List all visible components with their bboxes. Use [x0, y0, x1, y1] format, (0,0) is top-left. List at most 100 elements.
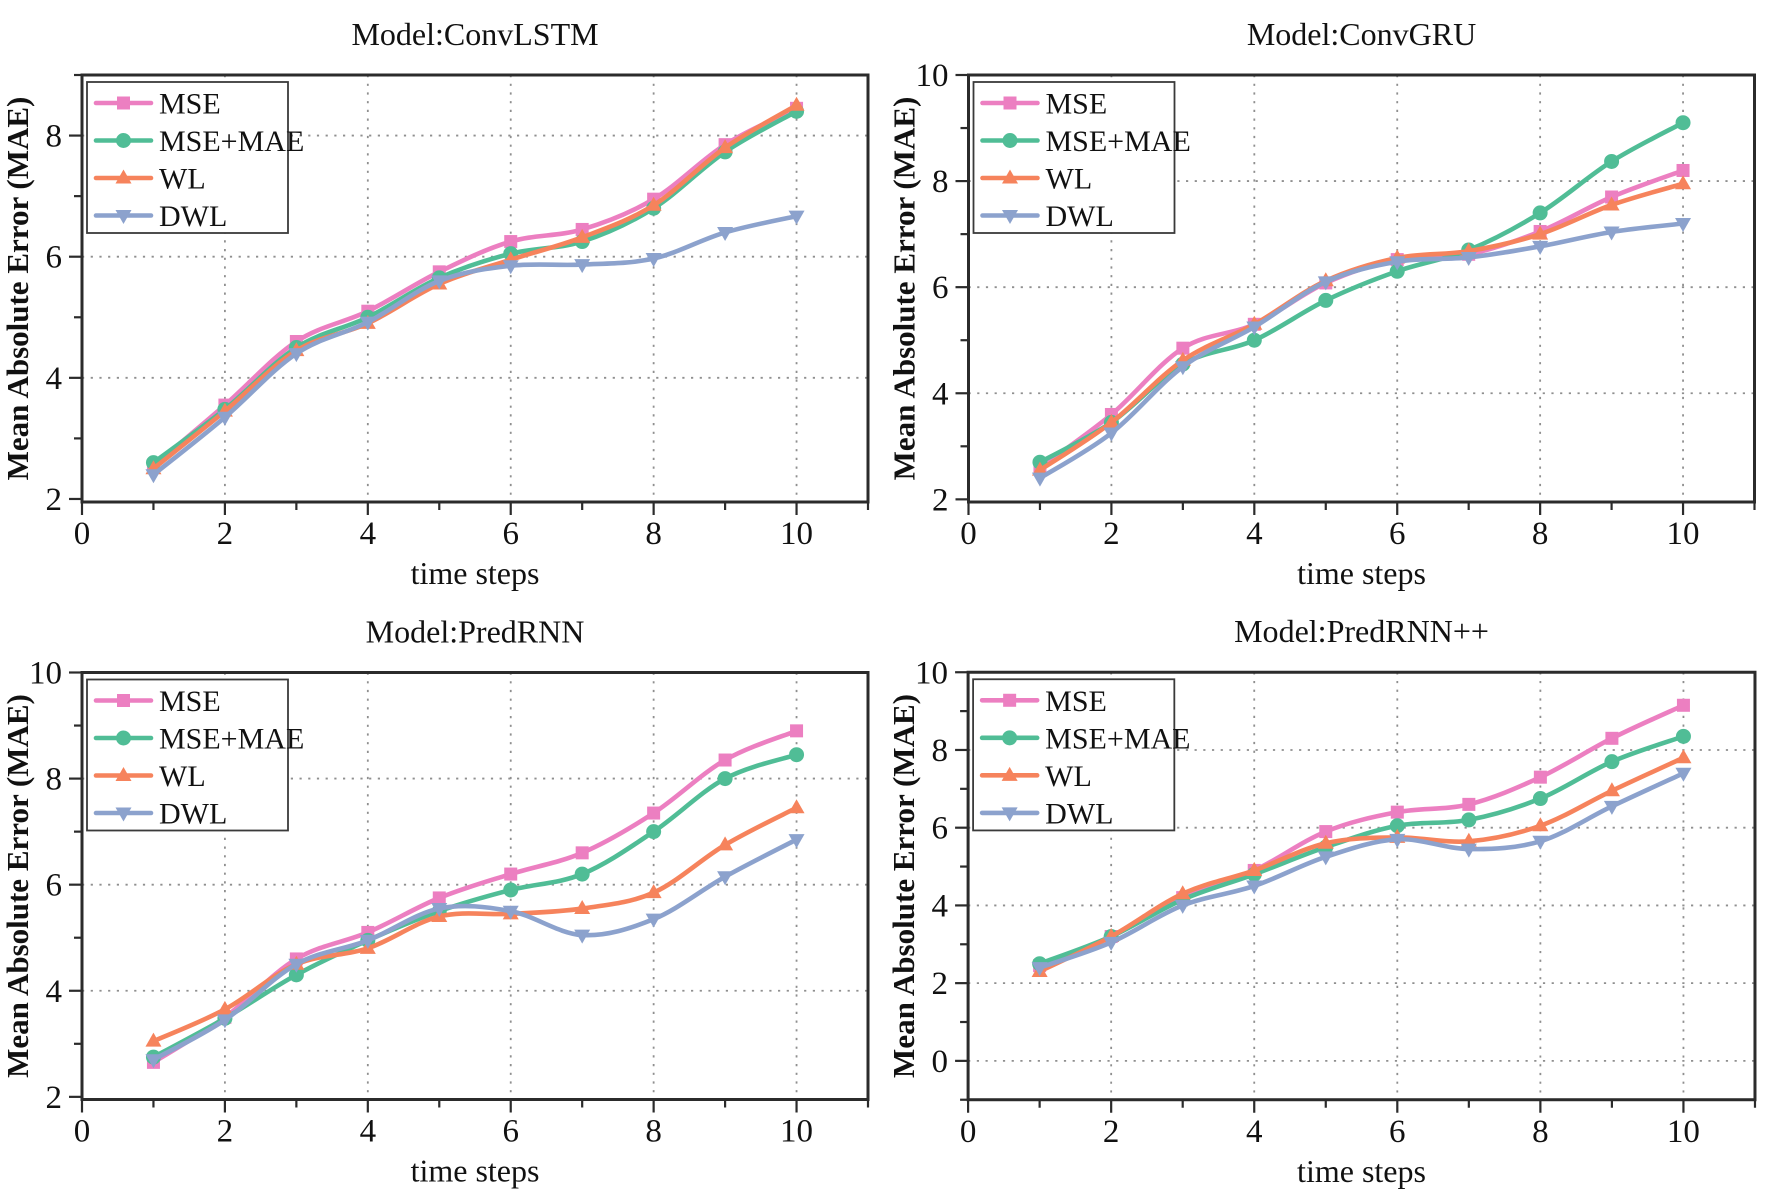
square-marker: [790, 724, 804, 738]
triangle-up-marker: [1317, 834, 1334, 849]
y-tick-label: 4: [932, 888, 949, 924]
triangle-down-marker: [502, 260, 519, 275]
legend-square-marker: [117, 96, 130, 110]
y-tick-label: 6: [46, 868, 63, 904]
axis-ticks: [955, 73, 1756, 515]
legend-label: WL: [1045, 760, 1092, 793]
x-tick-label: 4: [360, 1114, 377, 1150]
circle-marker: [1532, 205, 1548, 221]
triangle-up-marker: [1031, 461, 1048, 476]
square-marker: [1462, 797, 1476, 811]
triangle-up-marker: [1174, 885, 1191, 900]
circle-marker: [1246, 332, 1262, 348]
triangle-down-marker: [1389, 256, 1406, 271]
triangle-down-marker: [431, 275, 448, 290]
y-tick-label: 2: [46, 1080, 63, 1116]
triangle-down-marker: [1603, 800, 1620, 815]
triangle-down-marker: [359, 316, 376, 331]
y-axis-label: Mean Absolute Error (MAE): [0, 694, 35, 1078]
triangle-down-marker: [1460, 251, 1477, 266]
plot-frame: [967, 73, 1756, 504]
y-tick-label: 10: [915, 655, 948, 691]
triangle-up-marker: [1603, 782, 1620, 797]
square-marker: [432, 891, 446, 905]
triangle-down-marker: [216, 1014, 233, 1029]
legend-label: MSE+MAE: [1046, 125, 1191, 158]
triangle-down-marker: [788, 210, 805, 225]
legend-label: MSE: [1045, 685, 1107, 718]
x-tick-label: 0: [960, 1114, 977, 1150]
x-tick-label: 4: [360, 516, 377, 552]
triangle-down-marker: [1103, 936, 1120, 951]
x-axis-label: time steps: [411, 1153, 540, 1189]
series-line-MSE+MAE: [1037, 734, 1686, 967]
triangle-up-marker: [1675, 749, 1692, 764]
legend-label: MSE+MAE: [159, 125, 304, 158]
legend-label: MSE: [159, 685, 221, 718]
series-line-MSE+MAE: [151, 752, 799, 1060]
x-tick-label: 6: [502, 1114, 519, 1150]
triangle-down-marker: [788, 834, 805, 849]
x-tick-label: 2: [217, 516, 234, 552]
triangle-down-marker: [1317, 851, 1334, 866]
chart-title: Model:PredRNN: [366, 614, 585, 650]
legend-square-marker: [1003, 693, 1017, 707]
triangle-up-marker: [1532, 817, 1549, 832]
circle-marker: [646, 824, 662, 840]
series-line-DWL: [151, 837, 799, 1063]
triangle-down-marker: [574, 929, 591, 944]
triangle-down-marker: [1532, 835, 1549, 850]
x-axis-label: time steps: [1297, 555, 1426, 591]
x-tick-label: 2: [1103, 1114, 1120, 1150]
legend-square-marker: [1003, 96, 1017, 110]
triangle-down-marker: [1246, 880, 1263, 895]
legend: MSE MSE+MAE WL DWL: [972, 678, 1191, 832]
x-tick-label: 10: [1667, 516, 1700, 552]
legend: MSE MSE+MAE WL DWL: [86, 81, 304, 234]
y-axis-label: Mean Absolute Error (MAE): [0, 97, 35, 481]
circle-marker: [1389, 818, 1405, 834]
x-tick-label: 10: [780, 516, 813, 552]
y-axis-label: Mean Absolute Error (MAE): [886, 694, 921, 1078]
square-marker: [647, 806, 661, 820]
triangle-up-marker: [1460, 832, 1477, 847]
triangle-up-marker: [1603, 196, 1620, 211]
x-tick-label: 8: [645, 1114, 662, 1150]
chart-title: Model:PredRNN++: [1234, 613, 1489, 649]
square-marker: [504, 235, 518, 249]
triangle-up-marker: [145, 1032, 162, 1047]
square-marker: [504, 867, 518, 881]
chart-title: Model:ConvGRU: [1247, 16, 1476, 52]
plot-frame: [966, 670, 1757, 1102]
axis-ticks: [955, 671, 1757, 1113]
triangle-down-marker: [288, 958, 305, 973]
legend: MSE MSE+MAE WL DWL: [86, 678, 304, 832]
x-tick-label: 2: [1103, 516, 1120, 552]
triangle-down-marker: [1532, 240, 1549, 255]
y-tick-label: 6: [46, 240, 63, 276]
y-tick-label: 2: [46, 482, 63, 518]
circle-marker: [1461, 812, 1477, 828]
triangle-down-marker: [1103, 427, 1120, 442]
x-tick-label: 10: [780, 1114, 813, 1150]
y-tick-label: 0: [932, 1044, 949, 1080]
y-tick-label: 8: [46, 119, 63, 155]
legend-label: MSE+MAE: [1045, 722, 1190, 755]
triangle-down-marker: [216, 411, 233, 426]
legend-triangle-up-marker: [115, 767, 132, 781]
chart-title: Model:ConvLSTM: [351, 16, 598, 52]
triangle-up-marker: [645, 196, 662, 211]
circle-marker: [1389, 263, 1405, 279]
triangle-up-marker: [1532, 225, 1549, 240]
legend-triangle-up-marker: [1001, 766, 1018, 781]
triangle-down-marker: [717, 226, 734, 241]
square-marker: [1176, 341, 1190, 355]
circle-marker: [288, 967, 304, 983]
triangle-down-marker: [1389, 833, 1406, 848]
square-marker: [1605, 731, 1619, 745]
square-marker: [1676, 163, 1690, 177]
circle-marker: [717, 771, 733, 787]
